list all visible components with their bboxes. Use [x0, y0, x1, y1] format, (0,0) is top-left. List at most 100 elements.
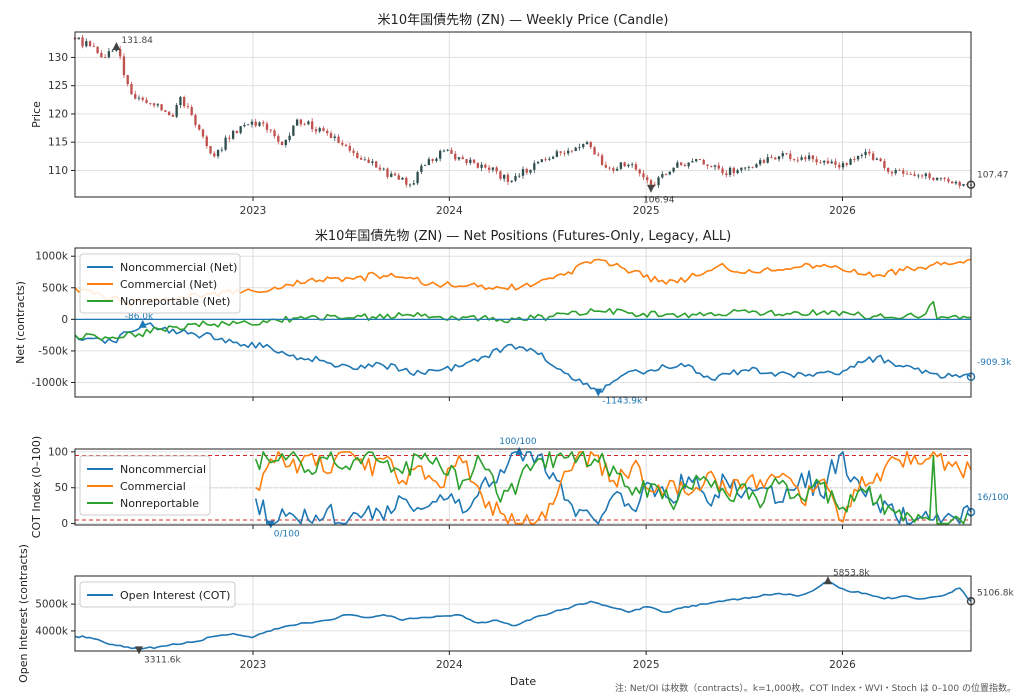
- candle-body: [457, 157, 461, 160]
- candle-body: [167, 111, 171, 116]
- legend-label: Nonreportable (Net): [120, 295, 230, 308]
- candle-body: [796, 159, 799, 161]
- candle-body: [676, 162, 679, 168]
- candle-body: [205, 136, 208, 147]
- candle-body: [871, 153, 875, 160]
- candle-body: [559, 151, 562, 153]
- candle-body: [555, 151, 559, 157]
- candle-body: [826, 160, 830, 164]
- candle-body: [781, 153, 784, 157]
- candle-body: [898, 170, 901, 171]
- cot-gridlines: [75, 449, 971, 525]
- y-tick-label: -1000k: [31, 377, 69, 389]
- candle-body: [299, 119, 303, 125]
- candle-body: [386, 168, 389, 177]
- x-tick-label: 2024: [436, 205, 463, 217]
- candle-body: [164, 110, 167, 112]
- candle-body: [815, 159, 818, 163]
- candle-body: [834, 161, 837, 165]
- candle-body: [864, 151, 867, 156]
- candle-body: [789, 153, 792, 159]
- candle-body: [427, 159, 431, 166]
- candle-body: [883, 161, 886, 169]
- candle-body: [318, 128, 321, 132]
- candle-body: [962, 184, 965, 186]
- candle-body: [947, 178, 950, 182]
- price-y-ticks: 110 115 120 125 130: [48, 52, 75, 177]
- candle-body: [823, 160, 826, 163]
- candle-body: [134, 94, 137, 99]
- series-line-1: [74, 322, 972, 393]
- candle-body: [668, 171, 671, 175]
- candle-body: [503, 174, 506, 179]
- candle-body: [198, 124, 201, 130]
- candle-body: [943, 177, 946, 179]
- candle-body: [740, 167, 743, 171]
- candle-body: [179, 96, 182, 106]
- candle-body: [841, 163, 845, 168]
- candle-body: [322, 128, 325, 131]
- candle-body: [728, 167, 732, 175]
- candle-body: [646, 177, 649, 181]
- candle-body: [435, 158, 438, 161]
- candle-body: [484, 164, 487, 168]
- candle-body: [713, 165, 717, 167]
- net-axes-frame: [74, 247, 972, 398]
- candle-body: [171, 115, 175, 117]
- candle-body: [928, 173, 931, 178]
- candle-body: [280, 141, 284, 146]
- cot-annotations: 0/100 100/100 16/100: [266, 437, 1009, 540]
- candle-body: [472, 159, 476, 163]
- cot-index-panel: 0/100 100/100 16/100 100 50 0 COT Index (0–1…: [30, 436, 1009, 540]
- net-panel: -86.0k -1143.9k -909.3k 1000k 500k 0 -500k -10…: [14, 247, 1012, 407]
- price-panel-title: 米10年国債先物 (ZN) — Weekly Price (Candle): [378, 13, 669, 28]
- candle-body: [439, 150, 442, 159]
- candle-body: [183, 96, 186, 107]
- candle-body: [273, 130, 276, 137]
- candle-body: [759, 160, 762, 165]
- price-annotations: 131.84 106.94 107.47: [112, 36, 1009, 206]
- candle-body: [152, 103, 156, 106]
- candle-body: [141, 97, 144, 100]
- annotation-label: 0/100: [274, 530, 300, 540]
- candle-body: [856, 155, 860, 160]
- candle-body: [593, 147, 596, 155]
- candle-body: [514, 176, 517, 181]
- candle-body: [491, 167, 495, 170]
- x-tick-label: 2025: [633, 205, 660, 217]
- candle-body: [149, 103, 152, 104]
- footnote: 注: Net/OI は枚数（contracts）。k=1,000枚。COT In…: [615, 682, 1016, 694]
- candle-body: [209, 146, 212, 154]
- y-tick-label: 125: [48, 80, 68, 92]
- candle-body: [220, 149, 223, 151]
- oi-x-ticks: 2023 2024 2025 2026: [240, 651, 856, 671]
- candle-body: [909, 174, 912, 175]
- x-tick-label: 2026: [829, 659, 856, 671]
- price-candles: [73, 34, 973, 189]
- candle-body: [721, 168, 724, 174]
- candle-body: [687, 162, 690, 167]
- candle-body: [329, 133, 333, 139]
- annotation-marker: [647, 184, 655, 193]
- candle-body: [194, 115, 197, 125]
- candle-body: [397, 175, 400, 180]
- annotation-label: 5853.8k: [833, 568, 870, 578]
- candle-body: [551, 156, 555, 159]
- oi-y-ticks: 5000k 4000k: [35, 599, 75, 637]
- legend-box: [79, 581, 236, 608]
- candle-body: [860, 155, 863, 156]
- legend-box: [79, 455, 211, 516]
- candle-body: [420, 165, 423, 173]
- candle-body: [119, 48, 122, 57]
- candle-body: [935, 177, 939, 180]
- price-gridlines: [75, 32, 971, 197]
- candle-body: [216, 149, 220, 157]
- candle-body: [235, 130, 239, 133]
- annotation-label: -86.0k: [125, 312, 154, 322]
- candle-body: [717, 165, 720, 169]
- candle-body: [408, 184, 412, 186]
- candle-body: [250, 121, 254, 125]
- candle-body: [672, 167, 675, 172]
